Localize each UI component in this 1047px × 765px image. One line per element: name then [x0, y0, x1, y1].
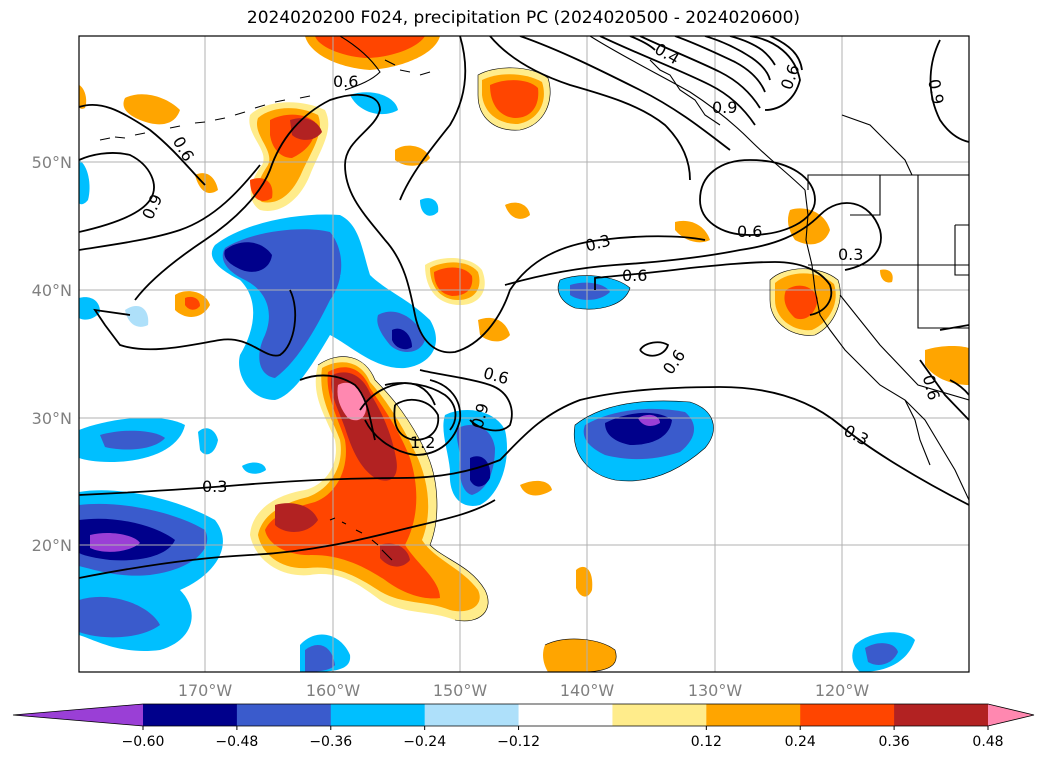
colorbar-tick-label: −0.60 — [122, 734, 165, 750]
lon-label: 160°W — [306, 681, 361, 700]
colorbar-tick-label: −0.12 — [497, 734, 540, 750]
colorbar-tick-label: 0.48 — [972, 734, 1003, 750]
contour-label: 0.3 — [202, 477, 227, 496]
latitude-labels: 50°N 40°N 30°N 20°N — [32, 153, 72, 555]
colorbar-tick-label: 0.24 — [785, 734, 816, 750]
colorbar-extend-high — [988, 704, 1034, 726]
contour-label: 0.6 — [622, 266, 647, 285]
contour-label: 1.2 — [410, 433, 435, 452]
colorbar-extend-low — [13, 704, 143, 726]
colorbar-tick-label: 0.12 — [691, 734, 722, 750]
colorbar-tick-label: 0.36 — [879, 734, 910, 750]
contour-label: 0.6 — [737, 222, 762, 241]
map-frame — [78, 35, 970, 673]
colorbar-segment — [800, 704, 895, 726]
contour-label: 0.9 — [712, 98, 737, 117]
colorbar-segment — [143, 704, 238, 726]
colorbar-segment — [236, 704, 332, 726]
lon-label: 140°W — [560, 681, 615, 700]
contour-label: 0.9 — [924, 78, 947, 106]
lon-label: 170°W — [178, 681, 233, 700]
colorbar-tick-label: −0.24 — [403, 734, 446, 750]
colorbar-segment — [894, 704, 989, 726]
colorbar-segment — [518, 704, 613, 726]
colorbar-tick-label: −0.48 — [215, 734, 258, 750]
lat-label: 30°N — [32, 409, 72, 428]
colorbar: −0.60 −0.48 −0.36 −0.24 −0.12 0.12 0.24 0.36 0.4… — [12, 703, 1035, 750]
longitude-labels: 170°W 160°W 150°W 140°W 130°W 120°W — [178, 681, 870, 700]
colorbar-segment — [424, 704, 520, 726]
anomaly-outlines — [317, 67, 841, 672]
colorbar-segment — [706, 704, 801, 726]
contour-label: 0.3 — [838, 245, 863, 264]
negative-anomaly-fields — [79, 92, 915, 672]
lat-label: 20°N — [32, 536, 72, 555]
lat-label: 40°N — [32, 281, 72, 300]
lon-label: 120°W — [815, 681, 870, 700]
lon-label: 130°W — [688, 681, 743, 700]
contour-lines — [79, 36, 969, 579]
colorbar-segment — [612, 704, 707, 726]
gridlines — [79, 36, 969, 672]
colorbar-segment — [330, 704, 426, 726]
chart-title: 2024020200 F024, precipitation PC (20240… — [246, 8, 801, 28]
map-area: 0.6 0.9 0.6 0.4 0.9 0.6 0.9 0.3 0.6 0.6 … — [79, 36, 969, 672]
lon-label: 150°W — [433, 681, 488, 700]
lat-label: 50°N — [32, 153, 72, 172]
contour-label: 0.6 — [333, 72, 358, 91]
colorbar-tick-label: −0.36 — [309, 734, 352, 750]
